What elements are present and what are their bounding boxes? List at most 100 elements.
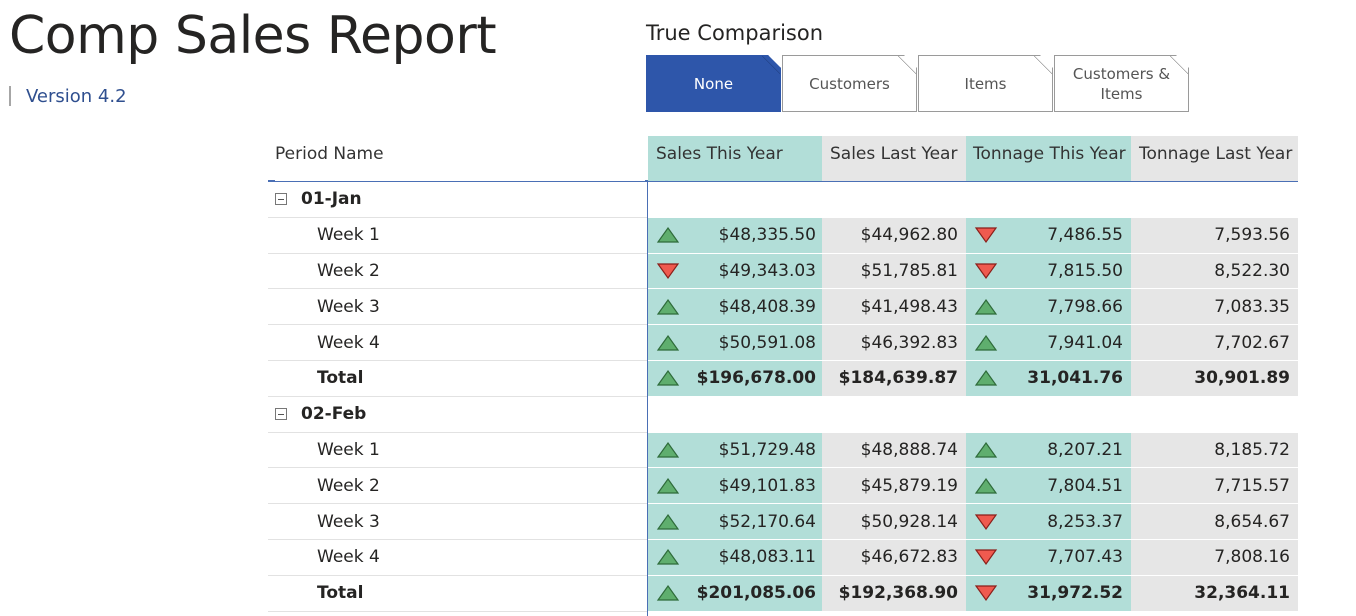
table-row: Week 2 $49,343.03 $51,785.81 7,815.50 8,522.…	[268, 253, 1298, 290]
cell-value: $48,408.39	[718, 296, 816, 317]
row-label: Total	[268, 361, 647, 397]
tonnage-last-year-cell[interactable]: 7,702.67	[1131, 325, 1298, 361]
sales-this-year-cell[interactable]: $48,408.39	[648, 289, 822, 326]
cell-value: 32,364.11	[1194, 583, 1290, 604]
row-label: Week 1	[268, 218, 647, 254]
table-row: Week 1 $51,729.48 $48,888.74 8,207.21 8,185.…	[268, 432, 1298, 469]
cell-value: $52,170.64	[718, 511, 816, 532]
sales-this-year-cell[interactable]: $48,083.11	[648, 539, 822, 576]
cell-value: 7,815.50	[1047, 260, 1123, 281]
header-tonnage-this-year[interactable]: Tonnage This Year	[966, 136, 1131, 181]
sales-last-year-cell[interactable]: $46,672.83	[822, 539, 966, 576]
sales-this-year-cell[interactable]: $49,101.83	[648, 468, 822, 505]
table-row: Week 3 $48,408.39 $41,498.43 7,798.66 7,083.…	[268, 289, 1298, 326]
sales-last-year-cell[interactable]: $46,392.83	[822, 325, 966, 361]
tonnage-this-year-cell[interactable]: 8,253.37	[966, 504, 1131, 540]
tonnage-this-year-cell[interactable]: 7,815.50	[966, 253, 1131, 290]
tonnage-last-year-cell[interactable]: 8,522.30	[1131, 253, 1298, 290]
trend-up-icon	[656, 513, 680, 530]
cell-value: $48,335.50	[718, 225, 816, 246]
tonnage-last-year-cell[interactable]: 30,901.89	[1131, 360, 1298, 397]
tonnage-last-year-cell[interactable]: 7,808.16	[1131, 539, 1298, 576]
version-block: Version 4.2	[9, 84, 127, 108]
header-period-name[interactable]: Period Name	[275, 136, 645, 181]
cell-value: $45,879.19	[860, 475, 958, 496]
header-tonnage-last-year[interactable]: Tonnage Last Year	[1131, 136, 1298, 181]
tonnage-last-year-cell[interactable]: 7,593.56	[1131, 217, 1298, 254]
sales-last-year-cell[interactable]: $41,498.43	[822, 289, 966, 326]
cell-value: 31,972.52	[1027, 583, 1123, 604]
cell-value: 8,654.67	[1214, 511, 1290, 532]
tab-customers[interactable]: Customers	[782, 55, 917, 112]
cell-value: 7,715.57	[1214, 475, 1290, 496]
group-label: 02-Feb	[268, 397, 647, 433]
tonnage-this-year-cell[interactable]: 31,972.52	[966, 575, 1131, 612]
cell-value: $192,368.90	[838, 583, 958, 604]
sales-this-year-cell[interactable]: $201,085.06	[648, 575, 822, 612]
trend-up-icon	[974, 334, 998, 351]
tonnage-last-year-cell[interactable]: 8,185.72	[1131, 432, 1298, 469]
trend-down-icon	[974, 513, 998, 530]
tonnage-this-year-cell[interactable]: 8,207.21	[966, 432, 1131, 469]
tonnage-last-year-cell[interactable]: 32,364.11	[1131, 575, 1298, 612]
sales-this-year-cell[interactable]: $48,335.50	[648, 217, 822, 254]
trend-up-icon	[974, 477, 998, 494]
tab-customers-items[interactable]: Customers & Items	[1054, 55, 1189, 112]
sales-this-year-cell[interactable]: $50,591.08	[648, 325, 822, 361]
row-label: Week 2	[268, 254, 647, 290]
matrix-body: 01-Jan Week 1 $48,335.50 $44,962.80 7,486.55…	[268, 182, 1298, 612]
tonnage-this-year-cell[interactable]: 7,798.66	[966, 289, 1131, 326]
tab-none[interactable]: None	[646, 55, 781, 112]
row-label: Total	[268, 576, 647, 612]
tonnage-last-year-cell[interactable]: 7,715.57	[1131, 468, 1298, 505]
cell-value: $49,343.03	[718, 260, 816, 281]
sales-last-year-cell[interactable]: $50,928.14	[822, 504, 966, 540]
cell-value: 8,185.72	[1214, 439, 1290, 460]
tonnage-last-year-cell[interactable]: 7,083.35	[1131, 289, 1298, 326]
cell-value: 7,593.56	[1214, 225, 1290, 246]
cell-value: $50,591.08	[718, 332, 816, 353]
sales-matrix: Period Name Sales This Year Sales Last Y…	[268, 136, 1298, 612]
sales-last-year-cell[interactable]: $45,879.19	[822, 468, 966, 505]
group-label: 01-Jan	[268, 182, 647, 218]
cell-value: $50,928.14	[860, 511, 958, 532]
sales-this-year-cell[interactable]: $49,343.03	[648, 253, 822, 290]
cell-value: $41,498.43	[860, 296, 958, 317]
trend-down-icon	[974, 549, 998, 566]
comparison-title: True Comparison	[646, 21, 824, 45]
tonnage-last-year-cell[interactable]: 8,654.67	[1131, 504, 1298, 540]
table-row-total: Total $196,678.00 $184,639.87 31,041.76 30,9…	[268, 360, 1298, 397]
sales-last-year-cell[interactable]: $192,368.90	[822, 575, 966, 612]
sales-this-year-cell[interactable]: $196,678.00	[648, 360, 822, 397]
cell-value: 7,808.16	[1214, 547, 1290, 568]
cell-value: 8,207.21	[1047, 439, 1123, 460]
cell-value: 8,253.37	[1047, 511, 1123, 532]
collapse-icon[interactable]	[275, 193, 287, 206]
cell-value: 30,901.89	[1194, 368, 1290, 389]
cell-value: 31,041.76	[1027, 368, 1123, 389]
trend-up-icon	[656, 441, 680, 458]
header-sales-this-year[interactable]: Sales This Year	[648, 136, 822, 181]
tonnage-this-year-cell[interactable]: 7,486.55	[966, 217, 1131, 254]
sales-this-year-cell[interactable]: $51,729.48	[648, 432, 822, 469]
sales-last-year-cell[interactable]: $44,962.80	[822, 217, 966, 254]
sales-this-year-cell[interactable]: $52,170.64	[648, 504, 822, 540]
row-label: Week 3	[268, 504, 647, 540]
header-sales-last-year[interactable]: Sales Last Year	[822, 136, 966, 181]
tonnage-this-year-cell[interactable]: 7,941.04	[966, 325, 1131, 361]
tab-items[interactable]: Items	[918, 55, 1053, 112]
sales-last-year-cell[interactable]: $184,639.87	[822, 360, 966, 397]
cell-value: $44,962.80	[860, 225, 958, 246]
tonnage-this-year-cell[interactable]: 31,041.76	[966, 360, 1131, 397]
tonnage-this-year-cell[interactable]: 7,707.43	[966, 539, 1131, 576]
cell-value: 7,702.67	[1214, 332, 1290, 353]
tonnage-this-year-cell[interactable]: 7,804.51	[966, 468, 1131, 505]
cell-value: $49,101.83	[718, 475, 816, 496]
row-label: Week 2	[268, 468, 647, 505]
collapse-icon[interactable]	[275, 408, 287, 421]
sales-last-year-cell[interactable]: $51,785.81	[822, 253, 966, 290]
cell-value: $51,729.48	[718, 439, 816, 460]
cell-value: 7,707.43	[1047, 547, 1123, 568]
sales-last-year-cell[interactable]: $48,888.74	[822, 432, 966, 469]
table-row: Week 3 $52,170.64 $50,928.14 8,253.37 8,654.…	[268, 504, 1298, 540]
